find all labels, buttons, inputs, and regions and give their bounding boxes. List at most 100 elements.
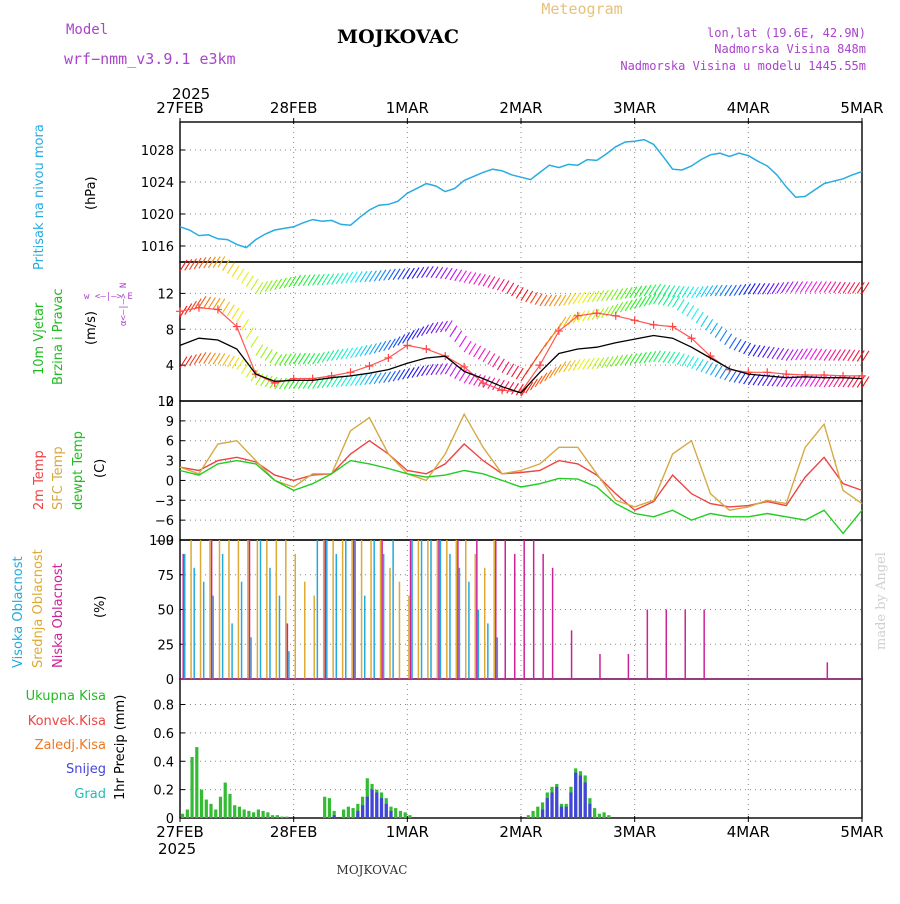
wind-barb-mid-6	[207, 297, 216, 309]
wind-barb-mid-126	[776, 348, 785, 360]
wind-barb-mid-130	[795, 348, 804, 361]
wind-barb-low-97	[638, 352, 647, 364]
precip-bar-0-18	[266, 812, 270, 818]
wind-barb-low-13	[241, 362, 250, 374]
wind-barb-low-65	[487, 377, 496, 390]
xtick-bottom-5: 4MAR	[727, 823, 770, 841]
wind-barb-upper-141	[847, 282, 856, 294]
wind-barb-upper-50	[416, 266, 425, 279]
wind-barb-mid-7	[212, 297, 221, 310]
wind-barb-low-14	[245, 366, 254, 378]
wind-barb-upper-121	[752, 282, 761, 295]
wind-barb-mid-34	[340, 348, 349, 360]
wind-barb-low-89	[601, 356, 609, 369]
precip-bar-0-3	[195, 747, 199, 818]
wind-barb-low-40	[368, 373, 377, 385]
wind-gust-mark-0	[176, 307, 184, 316]
wind-barb-mid-77	[544, 335, 553, 348]
wind-barb-mid-14	[245, 327, 254, 340]
wind-barb-upper-64	[482, 274, 491, 287]
ytick-0-2: 1024	[141, 176, 174, 191]
wind-barb-low-108	[691, 357, 699, 370]
wind-barb-mid-9	[222, 301, 231, 314]
p2-label-1: Brzina i Pravac	[51, 288, 66, 385]
wind-barb-mid-52	[425, 322, 434, 335]
wind-barb-upper-27	[307, 274, 316, 286]
wind-barb-upper-77	[544, 294, 553, 307]
p5-label-3: Snijeg	[66, 762, 106, 777]
wind-gust-mark-21	[573, 311, 582, 320]
wind-barb-upper-115	[724, 284, 733, 297]
wind-speed-line	[179, 334, 863, 394]
wind-barb-mid-43	[383, 339, 392, 352]
wind-barb-mid-135	[818, 348, 827, 361]
wind-barb-upper-91	[610, 288, 619, 301]
wind-gust-mark-5	[270, 379, 279, 388]
wind-barb-low-64	[482, 376, 491, 388]
wind-barb-upper-37	[354, 271, 363, 283]
p3-label-0: 2m Temp	[32, 450, 47, 510]
wind-barb-upper-89	[601, 289, 609, 302]
wind-barb-mid-35	[345, 347, 354, 360]
wind-barb-band-upper	[179, 256, 870, 307]
wind-barb-mid-53	[430, 322, 439, 334]
wind-barb-mid-49	[411, 328, 420, 340]
wind-barb-mid-42	[378, 340, 387, 353]
p5-unit: 1hr Precip (mm)	[113, 695, 128, 800]
ytick-3-0: 0	[166, 673, 174, 688]
wind-barb-mid-36	[350, 346, 358, 359]
plot-area: 101610201024102804812−9−6−30369120255075…	[141, 99, 884, 841]
wind-barb-mid-89	[601, 306, 609, 319]
ytick-1-0: 0	[166, 395, 174, 410]
wind-barb-low-81	[563, 360, 572, 373]
wind-barb-low-54	[435, 363, 444, 375]
wind-barb-mid-125	[771, 347, 780, 360]
wind-barb-upper-103	[667, 285, 676, 297]
wind-gust-mark-32	[782, 370, 791, 379]
ytick-2-4: 3	[166, 455, 174, 470]
wind-barb-upper-139	[837, 281, 846, 294]
wind-barb-low-83	[572, 359, 581, 371]
wind-barb-mid-20	[274, 354, 283, 366]
wind-barb-low-49	[411, 366, 420, 378]
wind-barb-mid-138	[833, 349, 842, 361]
wind-barb-mid-92	[615, 302, 624, 314]
wind-gust-mark-33	[801, 370, 810, 379]
precip-bar-0-19	[270, 815, 275, 818]
wind-barb-mid-23	[288, 353, 297, 365]
wind-barb-upper-65	[487, 276, 496, 288]
wind-barb-mid-13	[241, 318, 250, 331]
wind-gust-mark-7	[308, 374, 317, 383]
xtick-bottom-0: 27FEB	[156, 823, 203, 841]
p1-unit: (hPa)	[84, 176, 99, 210]
wind-barb-mid-81	[563, 315, 572, 327]
wind-barb-mid-123	[762, 346, 771, 358]
wind-barb-mid-86	[586, 309, 595, 321]
wind-gust-mark-17	[498, 386, 507, 395]
wind-barb-mid-105	[676, 299, 685, 311]
wind-barb-upper-67	[496, 278, 505, 291]
wind-barb-mid-25	[297, 352, 306, 365]
wind-barb-upper-107	[686, 286, 695, 298]
wind-barb-mid-142	[852, 349, 860, 362]
wind-barb-mid-83	[572, 312, 581, 324]
wind-barb-mid-113	[714, 326, 723, 338]
wind-gust-mark-11	[384, 353, 393, 362]
wind-barb-upper-120	[747, 282, 756, 295]
wind-barb-upper-135	[818, 281, 827, 293]
wind-barb-low-143	[856, 376, 865, 388]
wind-barb-low-50	[416, 365, 425, 378]
ytick-2-1: −6	[155, 514, 174, 529]
wind-barb-low-120	[747, 373, 756, 386]
p5-label-1: Konvek.Kisa	[28, 714, 106, 729]
wind-gust-mark-13	[422, 344, 431, 353]
p1-labels: Pritisak na nivou mora (hPa)	[32, 124, 99, 270]
wind-barb-mid-40	[368, 343, 377, 355]
wind-barb-mid-106	[681, 302, 690, 314]
wind-barb-mid-17	[260, 346, 268, 359]
wind-barb-upper-134	[814, 281, 823, 293]
precip-bar-0-2	[190, 757, 194, 818]
wind-barb-mid-116	[728, 337, 737, 349]
wind-barb-low-38	[359, 373, 368, 386]
wind-barb-low-74	[530, 378, 538, 391]
